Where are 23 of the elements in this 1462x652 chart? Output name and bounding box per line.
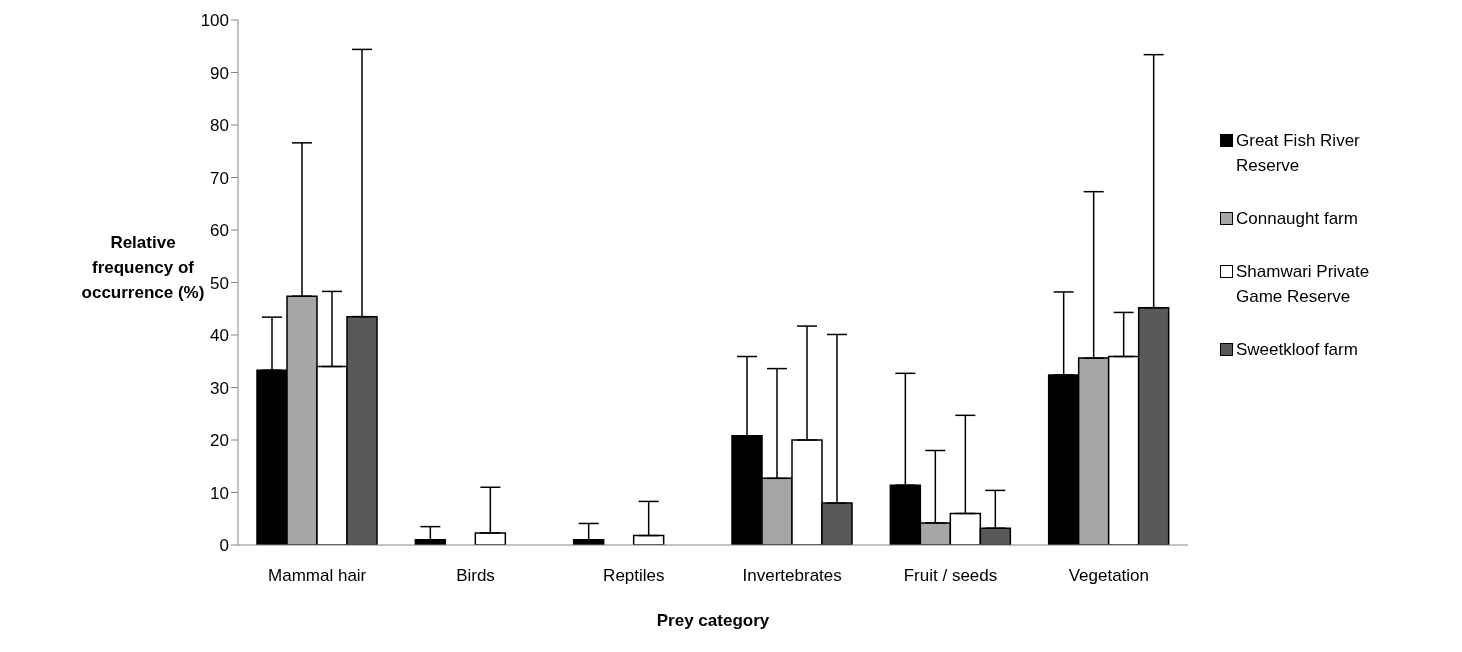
- y-tick-label: 10: [210, 483, 229, 503]
- y-tick-label: 90: [210, 63, 229, 83]
- x-tick-label: Reptiles: [603, 566, 665, 586]
- y-tick-label: 30: [210, 378, 229, 398]
- y-tick-label: 80: [210, 116, 229, 136]
- y-tick-label: 70: [210, 168, 229, 188]
- legend-label: Connaught farm: [1236, 208, 1358, 230]
- x-tick-label: Fruit / seeds: [903, 566, 998, 586]
- x-tick-label: Birds: [456, 566, 495, 586]
- x-tick-label: Mammal hair: [268, 566, 367, 586]
- y-tick-label: 20: [210, 431, 229, 451]
- y-tick-label: 60: [210, 221, 229, 241]
- x-axis-title: Prey category: [656, 611, 770, 630]
- y-axis-title: Relative frequency of occurrence (%): [80, 232, 206, 304]
- legend-label: Great Fish River Reserve: [1236, 130, 1361, 177]
- y-tick-label: 100: [200, 11, 229, 31]
- x-tick-label: Vegetation: [1068, 566, 1150, 586]
- x-tick-label: Invertebrates: [742, 566, 842, 586]
- legend-label: Sweetkloof farm: [1236, 339, 1358, 361]
- y-tick-label: 50: [210, 273, 229, 293]
- y-tick-label: 40: [210, 326, 229, 346]
- y-tick-label: 0: [219, 536, 229, 556]
- legend-label: Shamwari Private Game Reserve: [1236, 261, 1371, 308]
